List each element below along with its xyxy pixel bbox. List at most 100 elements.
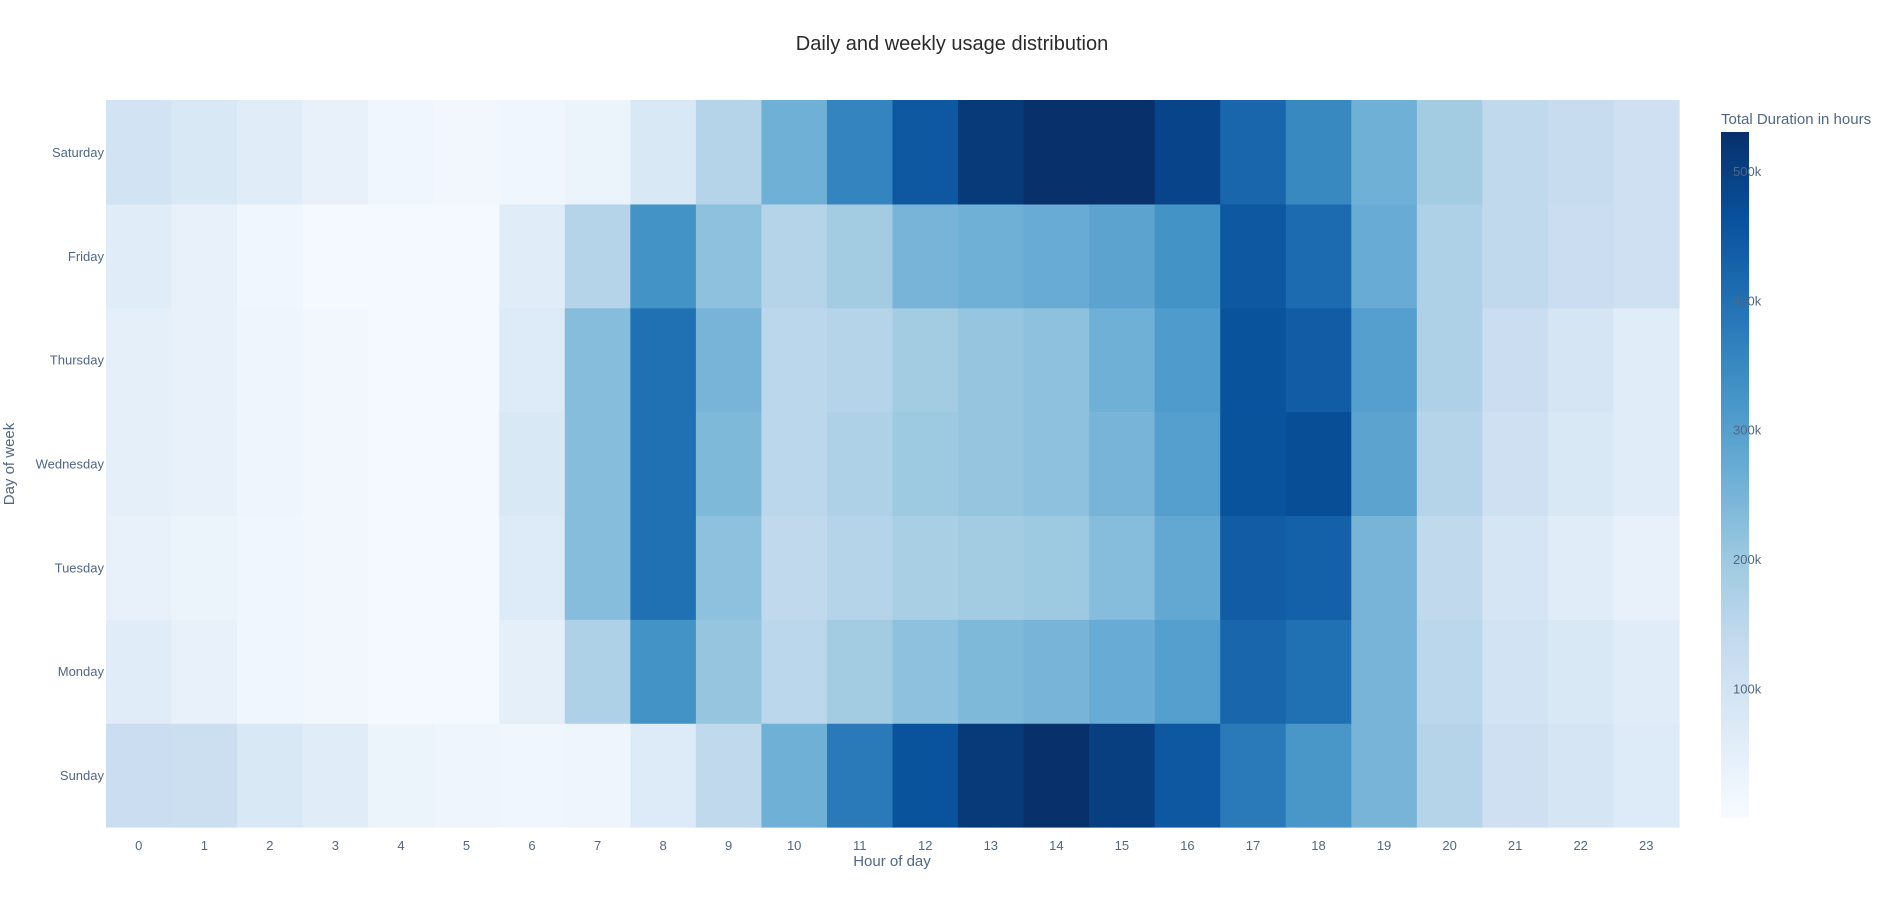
heatmap-cell (630, 100, 697, 205)
x-axis-title: Hour of day (853, 853, 931, 870)
heatmap-cell (1547, 307, 1615, 413)
heatmap-cell (1089, 515, 1156, 620)
heatmap-cell (1351, 100, 1418, 205)
x-tick-label: 5 (463, 838, 470, 853)
colorbar (1721, 132, 1749, 818)
colorbar-title: Total Duration in hours (1721, 111, 1871, 128)
heatmap-cell (695, 100, 763, 205)
heatmap-cell (368, 619, 435, 724)
y-tick-label: Friday (68, 249, 105, 264)
heatmap-cell (695, 203, 763, 309)
heatmap-cell (237, 100, 304, 205)
heatmap-cell (1023, 100, 1090, 205)
heatmap-cell (302, 619, 369, 724)
heatmap-cell (564, 100, 631, 205)
heatmap-cell (1351, 515, 1418, 620)
heatmap-cell (237, 515, 304, 620)
heatmap-cell (564, 723, 631, 828)
chart-title: Daily and weekly usage distribution (796, 33, 1108, 55)
heatmap-cell (302, 307, 369, 413)
x-tick-label: 22 (1573, 838, 1587, 853)
heatmap-cell (826, 411, 894, 517)
heatmap-cell (1154, 307, 1221, 413)
heatmap-cell (499, 619, 566, 724)
heatmap-cell (171, 619, 238, 724)
heatmap-cell (892, 307, 959, 413)
x-tick-label: 2 (266, 838, 273, 853)
x-tick-label: 10 (787, 838, 801, 853)
heatmap-cell (892, 411, 959, 517)
x-tick-label: 19 (1377, 838, 1391, 853)
x-tick-label: 8 (659, 838, 666, 853)
heatmap-cell (1416, 619, 1483, 724)
heatmap-cell (564, 411, 631, 517)
heatmap-cell (958, 515, 1025, 620)
heatmap-cell (1613, 619, 1680, 724)
heatmap-cell (368, 723, 435, 828)
heatmap-cell (761, 723, 828, 828)
heatmap-cell (499, 723, 566, 828)
heatmap-cell (892, 100, 959, 205)
heatmap-cell (237, 619, 304, 724)
heatmap-cell (1154, 723, 1221, 828)
heatmap-cell (1285, 203, 1352, 309)
heatmap-cell (1416, 307, 1483, 413)
heatmap-cell (1482, 619, 1549, 724)
heatmap-cell (630, 723, 697, 828)
heatmap-cell (1220, 515, 1287, 620)
heatmap-cell (171, 723, 238, 828)
heatmap-cell (171, 203, 238, 309)
heatmap-cell (433, 723, 500, 828)
heatmap-cell (1547, 100, 1615, 205)
x-tick-label: 6 (528, 838, 535, 853)
heatmap-cell (171, 100, 238, 205)
x-tick-label: 14 (1049, 838, 1063, 853)
heatmap-cell (1547, 723, 1615, 828)
heatmap-cell (1482, 307, 1549, 413)
heatmap-cell (1089, 619, 1156, 724)
heatmap-cell (1285, 100, 1352, 205)
heatmap-cell (106, 411, 173, 517)
heatmap-cell (1482, 203, 1549, 309)
heatmap-cell (1089, 203, 1156, 309)
heatmap-cell (564, 203, 631, 309)
heatmap-cell (1547, 411, 1615, 517)
heatmap-cell (958, 203, 1025, 309)
heatmap-cell (1613, 100, 1680, 205)
heatmap-cell (1416, 203, 1483, 309)
y-tick-label: Saturday (52, 145, 105, 160)
colorbar-tick-label: 300k (1733, 423, 1762, 438)
y-tick-label: Thursday (50, 353, 105, 368)
heatmap-cell (1416, 411, 1483, 517)
heatmap-cell (958, 307, 1025, 413)
heatmap-cell (958, 723, 1025, 828)
heatmap-cell (826, 619, 894, 724)
heatmap-cell (1154, 619, 1221, 724)
heatmap-cell (630, 411, 697, 517)
heatmap-cell (564, 619, 631, 724)
heatmap-cell (826, 515, 894, 620)
heatmap-cell (237, 411, 304, 517)
heatmap-cell (302, 515, 369, 620)
heatmap-cell (106, 100, 173, 205)
heatmap-cell (1154, 203, 1221, 309)
heatmap-cell (1285, 619, 1352, 724)
heatmap-cell (368, 307, 435, 413)
heatmap-cell (761, 307, 828, 413)
heatmap-cell (1154, 411, 1221, 517)
heatmap-cell (1285, 515, 1352, 620)
y-axis-ticks: Sunday Monday Tuesday Wednesday Thursday Frid… (36, 145, 105, 783)
heatmap-cell (1023, 203, 1090, 309)
heatmap-cell (1351, 411, 1418, 517)
heatmap-cell (630, 307, 697, 413)
heatmap-cell (499, 411, 566, 517)
heatmap-cell (1613, 515, 1680, 620)
heatmap-cell (106, 307, 173, 413)
heatmap-cell (302, 100, 369, 205)
heatmap-cell (892, 619, 959, 724)
heatmap-cell (368, 515, 435, 620)
heatmap-cell (564, 307, 631, 413)
y-tick-label: Sunday (60, 768, 105, 783)
x-tick-label: 9 (725, 838, 732, 853)
heatmap-cell (433, 619, 500, 724)
